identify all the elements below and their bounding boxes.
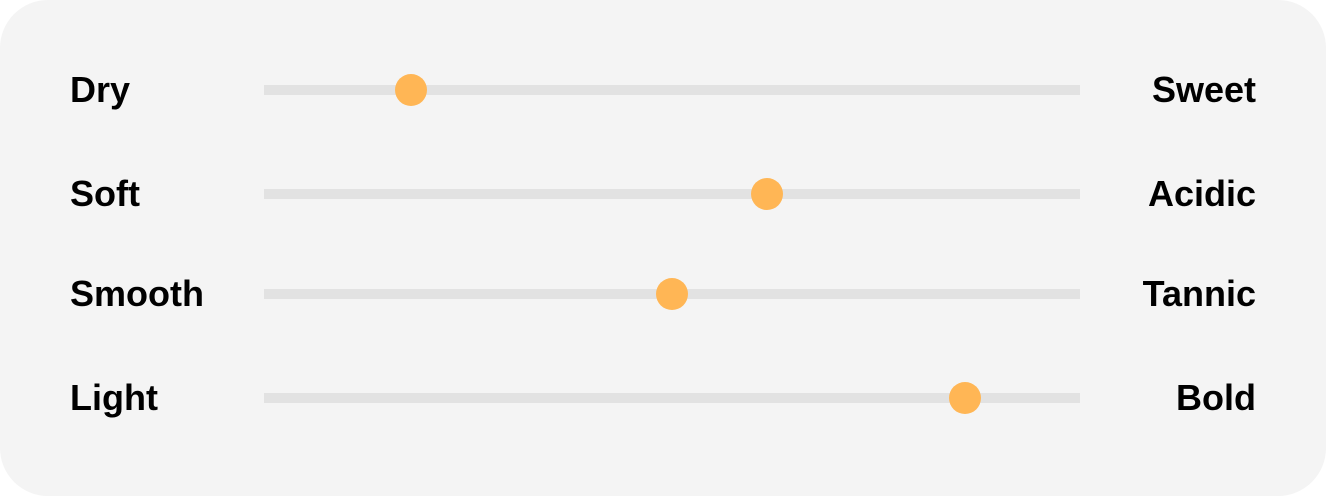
slider-right-label: Acidic — [1147, 173, 1256, 214]
slider-row-light-bold: Light Bold — [0, 368, 1326, 428]
slider-thumb[interactable] — [750, 178, 783, 210]
slider-left-label: Smooth — [70, 273, 204, 314]
slider-left-label: Soft — [70, 173, 140, 214]
slider-track[interactable] — [264, 74, 1080, 106]
slider-row-dry-sweet: Dry Sweet — [0, 60, 1326, 120]
slider-track[interactable] — [264, 382, 1080, 414]
slider-left-label: Dry — [70, 69, 131, 110]
slider-row-smooth-tannic: Smooth Tannic — [0, 264, 1326, 324]
slider-right-label: Tannic — [1142, 273, 1256, 314]
slider-track[interactable] — [264, 278, 1080, 310]
slider-left-label: Light — [70, 377, 158, 418]
slider-right-label: Bold — [1176, 377, 1256, 418]
slider-right-label: Sweet — [1151, 69, 1256, 110]
slider-thumb[interactable] — [948, 382, 981, 414]
slider-track[interactable] — [264, 178, 1080, 210]
slider-thumb[interactable] — [394, 74, 427, 106]
slider-row-soft-acidic: Soft Acidic — [0, 164, 1326, 224]
slider-thumb[interactable] — [656, 278, 688, 310]
